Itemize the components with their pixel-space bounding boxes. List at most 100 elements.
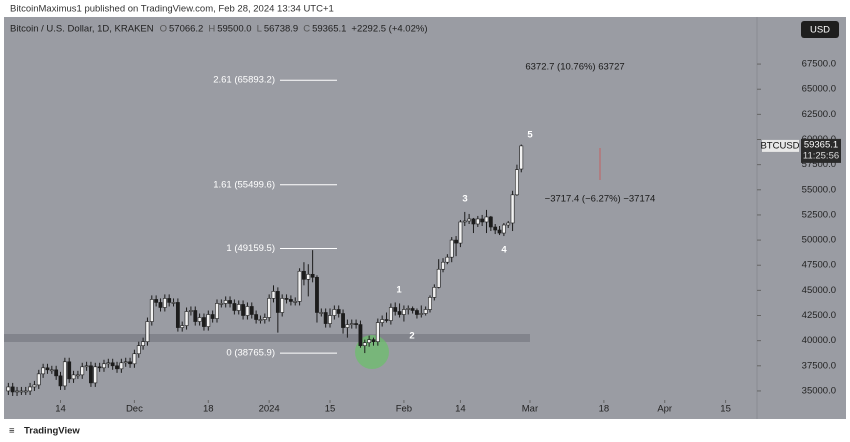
x-tick-label: 18 [599,404,610,415]
candle-body [232,303,237,311]
candle-body [67,361,72,380]
candle-body [288,299,293,302]
candle-body [423,309,428,314]
x-tick-label: 15 [325,404,336,415]
candle-body [432,287,437,298]
candle-body [23,390,28,393]
annotation: −3717.4 (−6.27%) −37174 [545,194,656,205]
ohlc-key: H [208,24,215,35]
candle-body [323,312,328,324]
candle-body [97,366,102,369]
ohlc-value: 59500.0 [217,24,251,35]
candle-body [258,319,263,321]
candle-body [62,361,67,387]
candle-body [84,365,89,368]
candle-body [380,319,385,323]
x-tick-label: 18 [203,404,214,415]
candle-body [436,268,441,288]
candle-body [367,339,372,343]
candle-body [149,299,154,322]
y-tick-label: 55000.0 [802,184,836,195]
candle-body [58,375,63,387]
candle-body [75,374,80,377]
x-tick-label: Dec [126,404,143,415]
candle-body [358,324,363,346]
candle-body [197,317,202,322]
candle-body [245,306,250,316]
candle-body [375,322,380,342]
candle-body [10,386,15,393]
x-tick-label: 2024 [259,404,280,415]
candle-body [106,362,111,365]
currency-button[interactable] [801,21,839,38]
candle-body [493,226,498,231]
annotation: 6372.7 (10.76%) 63727 [525,62,624,73]
y-tick-label: 57500.0 [802,159,836,170]
candle-body [345,324,350,328]
candle-body [241,304,245,316]
price-tag-countdown: 11:25:56 [803,150,839,161]
candle-body [158,302,163,308]
candle-body [171,302,176,304]
candle-body [93,366,98,384]
ohlc-key: C [303,24,310,35]
candle-body [515,169,519,196]
candle-body [128,361,132,365]
candle-body [280,298,285,313]
candle-body [202,317,206,327]
candle-body [71,374,76,380]
price-tag-symbol-bg [762,139,799,152]
candle-body [297,270,302,302]
candle-body [354,323,358,325]
candle-body [501,224,506,234]
candle-body [210,314,215,319]
candle-body [315,276,319,313]
candle-body [145,321,150,342]
candle-body [32,384,37,388]
candle-body [189,310,193,312]
candle-body [497,229,502,234]
candle-body [284,298,289,300]
candle-body [141,341,145,346]
candle-body [428,297,432,310]
candle-body [415,310,419,315]
candle-body [41,367,46,375]
price-tag-price: 59365.1 [804,139,838,150]
symbol-line: Bitcoin / U.S. Dollar, 1D, KRAKEN [10,24,154,35]
candle-body [336,309,341,314]
candle-body [54,369,59,377]
candle-body [419,313,424,315]
fib-label: 0 (38765.9) [226,348,275,359]
candle-body [319,312,324,314]
candle-body [393,307,398,312]
y-tick-label: 52500.0 [802,209,836,220]
y-tick-label: 67500.0 [802,59,836,70]
price-tag-symbol: BTCUSD [760,140,799,151]
x-tick-label: 15 [720,404,731,415]
y-tick-label: 45000.0 [802,285,836,296]
footer-icon: ≡ [9,426,15,437]
currency-button-label[interactable]: USD [810,25,830,36]
candle-body [384,319,389,321]
candle-body [480,218,485,223]
x-tick-label: 14 [55,404,66,415]
candle-body [102,363,106,369]
candle-body [306,273,311,280]
wave-label: 1 [396,285,402,296]
legend: Bitcoin / U.S. Dollar, 1D, KRAKEN O 57066.… [10,24,427,35]
candle-body [123,361,128,364]
candle-body [454,239,458,244]
candle-body [475,218,480,225]
candle-body [519,145,524,170]
candle-body [488,216,493,228]
candle-body [132,353,137,365]
fib-label: 1 (49159.5) [226,243,275,254]
candle-body [193,310,198,322]
candle-body [506,222,511,226]
candle-body [328,315,332,324]
x-tick-label: Feb [396,404,412,415]
wave-label: 3 [462,194,467,205]
candle-body [175,302,180,328]
change: +2292.5 (+4.02%) [351,24,427,35]
candle-body [449,239,454,258]
